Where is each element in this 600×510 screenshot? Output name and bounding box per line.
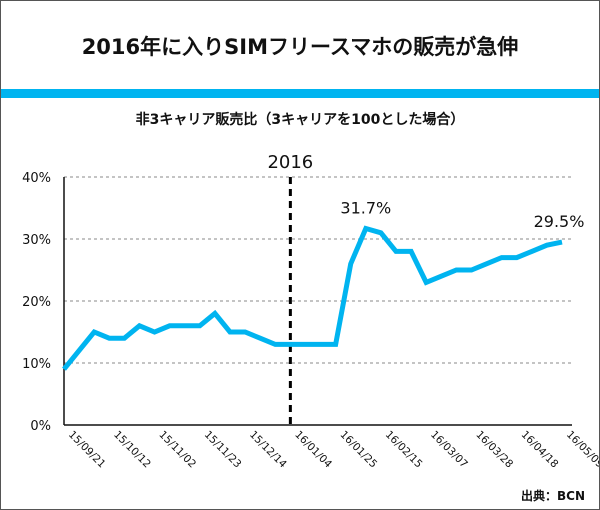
x-tick-label: 15/11/02 — [156, 429, 198, 471]
x-tick-label: 16/01/25 — [338, 429, 380, 471]
year-label: 2016 — [267, 152, 313, 173]
x-tick-label: 15/09/21 — [66, 429, 108, 471]
chart-subtitle: 非3キャリア販売比（3キャリアを100とした場合） — [135, 112, 465, 128]
y-tick-label: 30% — [22, 233, 51, 248]
x-tick-label: 16/05/09 — [564, 429, 599, 471]
x-tick-label: 15/12/14 — [247, 429, 289, 471]
x-tick-label: 16/02/15 — [383, 429, 425, 471]
y-tick-label: 0% — [30, 419, 51, 434]
source-note: 出典：BCN — [521, 489, 585, 503]
y-tick-label: 40% — [22, 171, 51, 186]
x-tick-label: 16/04/18 — [519, 429, 561, 471]
y-tick-label: 20% — [22, 295, 51, 310]
x-tick-label: 16/01/04 — [292, 429, 334, 471]
x-tick-label: 15/11/23 — [202, 429, 244, 471]
x-tick-label: 15/10/12 — [111, 429, 153, 471]
y-tick-label: 10% — [22, 357, 51, 372]
x-tick-label: 16/03/07 — [428, 429, 470, 471]
accent-bar — [1, 89, 599, 98]
data-label: 31.7% — [340, 198, 391, 217]
data-label: 29.5% — [534, 212, 585, 231]
series-line — [62, 225, 563, 371]
x-tick-label: 16/03/28 — [473, 429, 515, 471]
chart-title: 2016年に入りSIMフリースマホの販売が急伸 — [81, 35, 519, 59]
